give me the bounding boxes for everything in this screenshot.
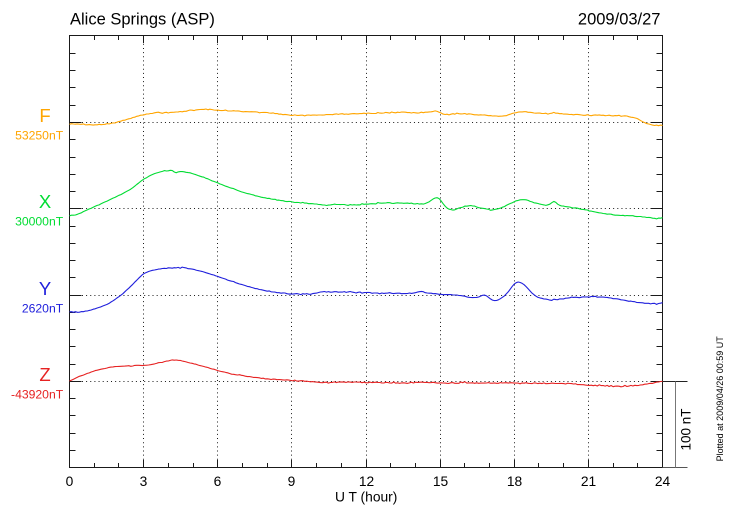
svg-text:12: 12 <box>359 474 374 489</box>
svg-text:2620nT: 2620nT <box>22 302 64 316</box>
svg-text:9: 9 <box>288 474 296 489</box>
svg-text:100 nT: 100 nT <box>679 408 694 450</box>
svg-text:2009/03/27: 2009/03/27 <box>578 11 661 29</box>
svg-text:6: 6 <box>214 474 222 489</box>
svg-text:30000nT: 30000nT <box>15 215 64 229</box>
svg-text:Alice Springs (ASP): Alice Springs (ASP) <box>70 10 215 28</box>
svg-text:0: 0 <box>66 474 74 489</box>
svg-text:3: 3 <box>140 474 148 489</box>
svg-text:18: 18 <box>507 474 523 489</box>
svg-text:53250nT: 53250nT <box>15 129 64 143</box>
svg-text:Plotted at 2009/04/26 00:59 UT: Plotted at 2009/04/26 00:59 UT <box>715 336 725 462</box>
svg-text:-43920nT: -43920nT <box>11 388 64 402</box>
svg-text:Z: Z <box>39 364 50 385</box>
svg-text:X: X <box>39 191 51 212</box>
svg-text:F: F <box>39 105 50 126</box>
svg-text:21: 21 <box>581 474 596 489</box>
svg-text:Y: Y <box>39 278 51 299</box>
svg-text:24: 24 <box>655 474 671 489</box>
svg-text:15: 15 <box>433 474 449 489</box>
svg-text:U T (hour): U T (hour) <box>335 490 397 505</box>
